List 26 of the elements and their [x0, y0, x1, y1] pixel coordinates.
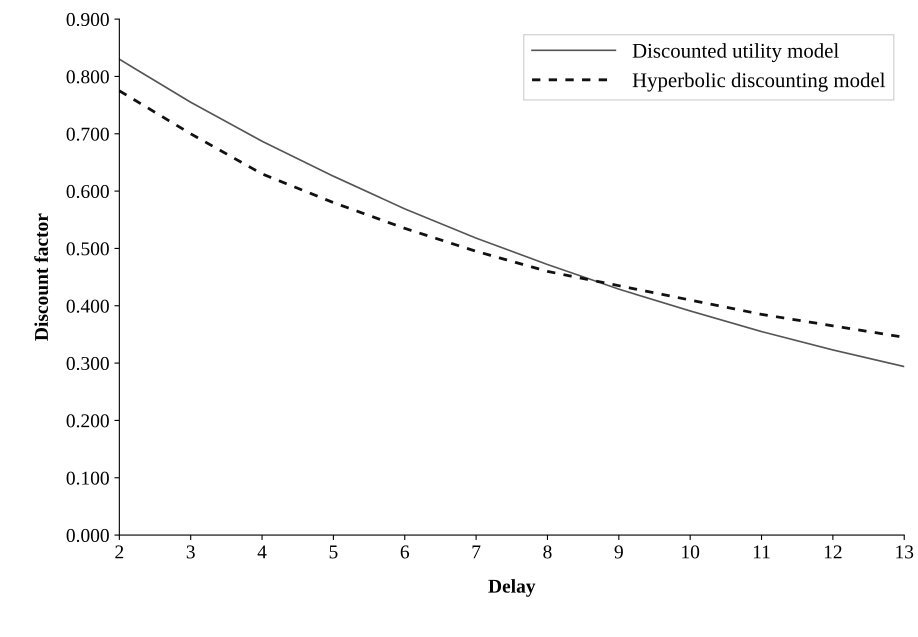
- y-tick-label: 0.100: [66, 472, 109, 485]
- x-tick-label: 10: [682, 545, 700, 558]
- x-tick-label: 13: [896, 545, 914, 558]
- y-tick-label: 0.000: [66, 528, 109, 542]
- x-tick-label: 4: [258, 545, 267, 558]
- y-tick-label: 0.300: [66, 356, 109, 370]
- x-tick-label: 11: [754, 545, 770, 558]
- y-axis-title: Discount factor: [34, 214, 48, 341]
- y-tick-label: 0.500: [66, 242, 109, 256]
- y-tick-label: 0.200: [66, 414, 109, 428]
- y-tick-label: 0.700: [66, 128, 109, 141]
- x-tick-label: 5: [330, 546, 338, 558]
- x-tick-label: 2: [115, 545, 124, 558]
- x-tick-label: 9: [614, 545, 623, 558]
- legend-label: Discounted utility model: [632, 43, 839, 62]
- y-tick-label: 0.900: [66, 12, 109, 26]
- x-tick-label: 12: [824, 545, 842, 558]
- x-tick-label: 7: [472, 546, 480, 558]
- x-tick-label: 8: [543, 545, 552, 558]
- legend-label: Hyperbolic discounting model: [632, 72, 886, 92]
- y-tick-label: 0.800: [66, 70, 109, 84]
- y-tick-label: 0.600: [66, 184, 109, 198]
- x-tick-label: 6: [400, 545, 410, 558]
- x-tick-label: 3: [186, 545, 195, 558]
- y-tick-label: 0.400: [66, 300, 109, 313]
- x-axis-title: Delay: [488, 579, 536, 597]
